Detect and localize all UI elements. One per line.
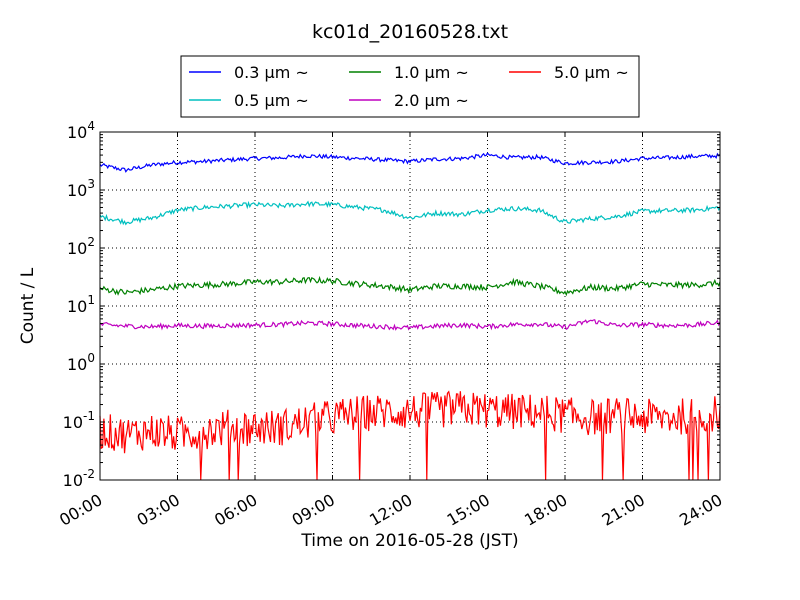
- legend-box: [180, 55, 640, 118]
- chart-title: kc01d_20160528.txt: [312, 21, 508, 43]
- legend: 0.3 μm ~ 0.5 μm ~ 1.0 μm ~ 2.0 μm ~ 5.0 μm ~: [180, 55, 640, 118]
- series-line-4: [99, 319, 721, 331]
- series-layer: [99, 152, 721, 481]
- y-tick-label: 10-2: [63, 467, 95, 490]
- y-tick-label: 104: [67, 119, 95, 142]
- legend-label-3: 1.0 μm ~: [394, 63, 469, 82]
- legend-label-4: 2.0 μm ~: [394, 91, 469, 110]
- y-tick-label: 10-1: [63, 409, 95, 432]
- y-tick-label: 102: [67, 235, 95, 258]
- series-line-1: [99, 152, 721, 173]
- y-tick-label: 103: [67, 177, 95, 200]
- y-tick-label: 101: [67, 293, 95, 316]
- y-tick-label: 100: [67, 351, 95, 374]
- x-axis-label: Time on 2016-05-28 (JST): [300, 531, 518, 551]
- y-axis-label: Count / L: [18, 267, 38, 344]
- legend-label-1: 0.3 μm ~: [234, 63, 309, 82]
- grid-lines: [100, 132, 720, 480]
- series-line-5: [99, 390, 721, 481]
- series-line-2: [99, 200, 721, 226]
- legend-label-5: 5.0 μm ~: [554, 63, 629, 82]
- legend-label-2: 0.5 μm ~: [234, 91, 309, 110]
- series-line-3: [99, 275, 721, 297]
